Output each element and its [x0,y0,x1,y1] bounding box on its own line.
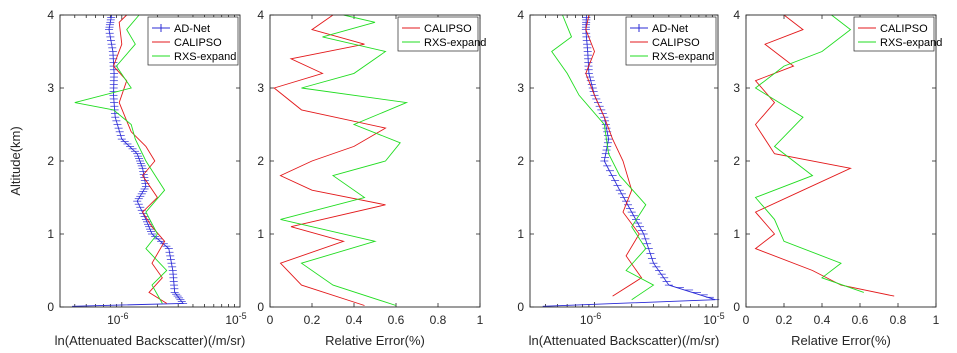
x-tick-base: 10 [225,313,239,327]
legend: CALIPSO RXS-expand [853,16,942,52]
series-line-rxs-expand [551,14,655,301]
plot-area-frame [269,14,481,308]
y-tick-label: 3 [517,81,524,95]
x-tick-label: 1 [477,313,484,327]
legend-box [625,16,717,66]
x-tick-label: 0.6 [852,313,869,327]
series-line-calipso [112,14,167,304]
legend-box [853,16,935,52]
x-tick-exponent: -6 [593,311,601,321]
series-line-calipso [754,14,895,297]
x-tick-label: 0.2 [304,313,321,327]
x-tick-label: 10-5 [703,311,724,327]
x-tick-label: 10-6 [107,311,128,327]
y-tick-label: 4 [47,8,54,22]
legend: AD-Net CALIPSO RXS-expand [625,16,717,66]
y-tick-label: 4 [517,8,524,22]
x-tick-exponent: -6 [120,311,128,321]
x-tick-base: 10 [703,313,717,327]
chart-panel-4: 0 1 2 3 4 0 0.2 0.4 0.6 0.8 1 CALIPSO RXS-expand Rela… [733,8,942,348]
legend-entry-label: CALIPSO [174,37,222,49]
plot-area-frame [745,14,937,308]
legend-entry-label: AD-Net [174,23,210,35]
x-tick-exponent: -5 [239,311,247,321]
legend-entry-label: RXS-expand [424,37,486,49]
y-axis-label: Altitude(km) [8,126,23,195]
legend: CALIPSO RXS-expand [397,16,486,52]
y-tick-label: 0 [517,300,524,314]
x-tick-exponent: -5 [717,311,725,321]
x-tick-base: 10 [107,313,121,327]
x-axis-label: ln(Attenuated Backscatter)(/m/sr) [55,333,246,348]
series-line-rxs-expand [74,14,168,304]
x-tick-label: 0.8 [890,313,907,327]
y-tick-label: 3 [47,81,54,95]
y-tick-label: 4 [257,8,264,22]
x-tick-base: 10 [580,313,594,327]
y-tick-label: 0 [257,300,264,314]
x-axis-label: Relative Error(%) [325,333,425,348]
x-tick-label: 10-6 [580,311,601,327]
y-tick-label: 1 [257,227,264,241]
legend-entry-label: AD-Net [652,23,688,35]
y-tick-label: 2 [733,154,740,168]
y-tick-label: 0 [733,300,740,314]
y-tick-label: 3 [257,81,264,95]
series-line-rxs-expand [280,14,409,306]
x-tick-label: 0.2 [776,313,793,327]
x-tick-label: 0 [267,313,274,327]
y-tick-label: 3 [733,81,740,95]
chart-panel-2: 0 1 2 3 4 0 0.2 0.4 0.6 0.8 1 CALIPSO RXS-expand Rela… [257,8,486,348]
legend-entry-label: CALIPSO [652,37,700,49]
x-tick-label: 1 [933,313,940,327]
x-axis-label: Relative Error(%) [791,333,891,348]
x-tick-label: 0.8 [430,313,447,327]
series-line-calipso [585,14,643,297]
legend-entry-label: CALIPSO [880,23,928,35]
y-tick-label: 1 [733,227,740,241]
x-tick-label: 0.4 [346,313,363,327]
series-line-rxs-expand [754,14,864,293]
x-tick-label: 0.6 [388,313,405,327]
plot-area-frame [59,14,241,308]
x-axis-label: ln(Attenuated Backscatter)(/m/sr) [529,333,720,348]
y-tick-label: 2 [257,154,264,168]
plot-area-frame [529,14,719,308]
legend-entry-label: RXS-expand [880,37,942,49]
legend: AD-Net CALIPSO RXS-expand [147,16,239,66]
legend-entry-label: RXS-expand [174,51,236,63]
y-tick-label: 1 [47,227,54,241]
legend-entry-label: CALIPSO [424,23,472,35]
y-tick-label: 0 [47,300,54,314]
x-tick-label: 0.4 [814,313,831,327]
y-tick-label: 4 [733,8,740,22]
legend-entry-label: RXS-expand [652,51,714,63]
x-tick-label: 0 [743,313,750,327]
y-tick-label: 2 [47,154,54,168]
legend-box [397,16,479,52]
error-bars-ad-net [105,17,188,304]
x-tick-label: 10-5 [225,311,246,327]
legend-box [147,16,239,66]
y-tick-label: 2 [517,154,524,168]
series-line-calipso [273,14,387,306]
y-tick-label: 1 [517,227,524,241]
